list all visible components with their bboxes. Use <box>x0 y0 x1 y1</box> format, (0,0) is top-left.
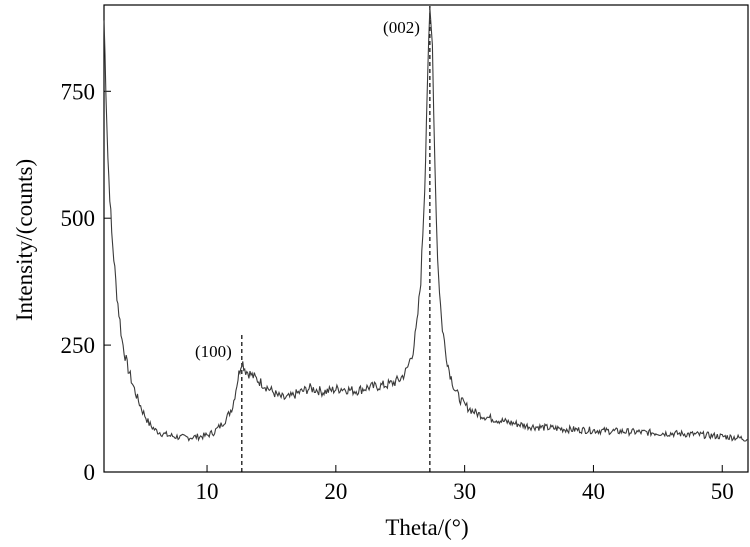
y-tick-label: 250 <box>61 333 96 358</box>
x-ticks: 10 20 30 40 50 <box>196 465 734 504</box>
peak-label: (002) <box>383 18 420 37</box>
x-axis-title: Theta/(°) <box>385 515 468 540</box>
x-tick-label: 50 <box>711 479 734 504</box>
x-tick-label: 40 <box>582 479 605 504</box>
x-tick-label: 10 <box>196 479 219 504</box>
y-axis-title: Intensity/(counts) <box>12 159 37 321</box>
peak-label: (100) <box>195 342 232 361</box>
y-tick-label: 500 <box>61 206 96 231</box>
peak-markers: (100) (002) <box>195 5 431 472</box>
axes <box>103 4 749 473</box>
series-line <box>103 8 749 442</box>
y-tick-label: 0 <box>84 460 96 485</box>
plot-frame <box>103 4 749 473</box>
x-tick-label: 20 <box>324 479 347 504</box>
y-ticks: 0 250 500 750 <box>61 79 111 485</box>
y-tick-label: 750 <box>61 79 96 104</box>
x-tick-label: 30 <box>453 479 476 504</box>
